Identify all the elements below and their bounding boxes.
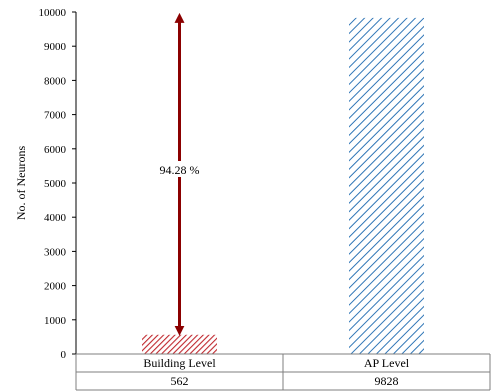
data-table: Building Level 562 AP Level 9828 xyxy=(75,353,491,391)
bar-building-level xyxy=(142,334,217,354)
y-tick-label: 4000 xyxy=(44,212,67,224)
y-tick-label: 2000 xyxy=(44,281,67,293)
annotation-label-bg xyxy=(157,161,202,177)
y-tick-label: 0 xyxy=(61,349,67,361)
bars xyxy=(142,17,424,355)
y-tick-label: 5000 xyxy=(44,178,67,190)
percentage-annotation: 94.28 % xyxy=(157,12,202,336)
y-tick-label: 7000 xyxy=(44,110,67,122)
y-axis: 0 1000 2000 3000 4000 5000 6000 7000 8000 9000 100… xyxy=(39,7,77,361)
y-tick-label: 10000 xyxy=(39,7,67,19)
table-value: 9828 xyxy=(375,374,399,388)
y-tick-label: 9000 xyxy=(44,41,67,53)
y-tick-label: 3000 xyxy=(44,246,67,258)
annotation-label: 94.28 % xyxy=(160,163,200,177)
x-category-label: AP Level xyxy=(364,356,410,370)
table-value: 562 xyxy=(171,374,189,388)
bar-ap-level xyxy=(349,17,424,355)
y-axis-label: No. of Neurons xyxy=(14,146,28,221)
x-category-label: Building Level xyxy=(143,356,216,370)
y-tick-label: 8000 xyxy=(44,75,67,87)
y-tick-label: 6000 xyxy=(44,144,67,156)
y-tick-label: 1000 xyxy=(44,315,67,327)
